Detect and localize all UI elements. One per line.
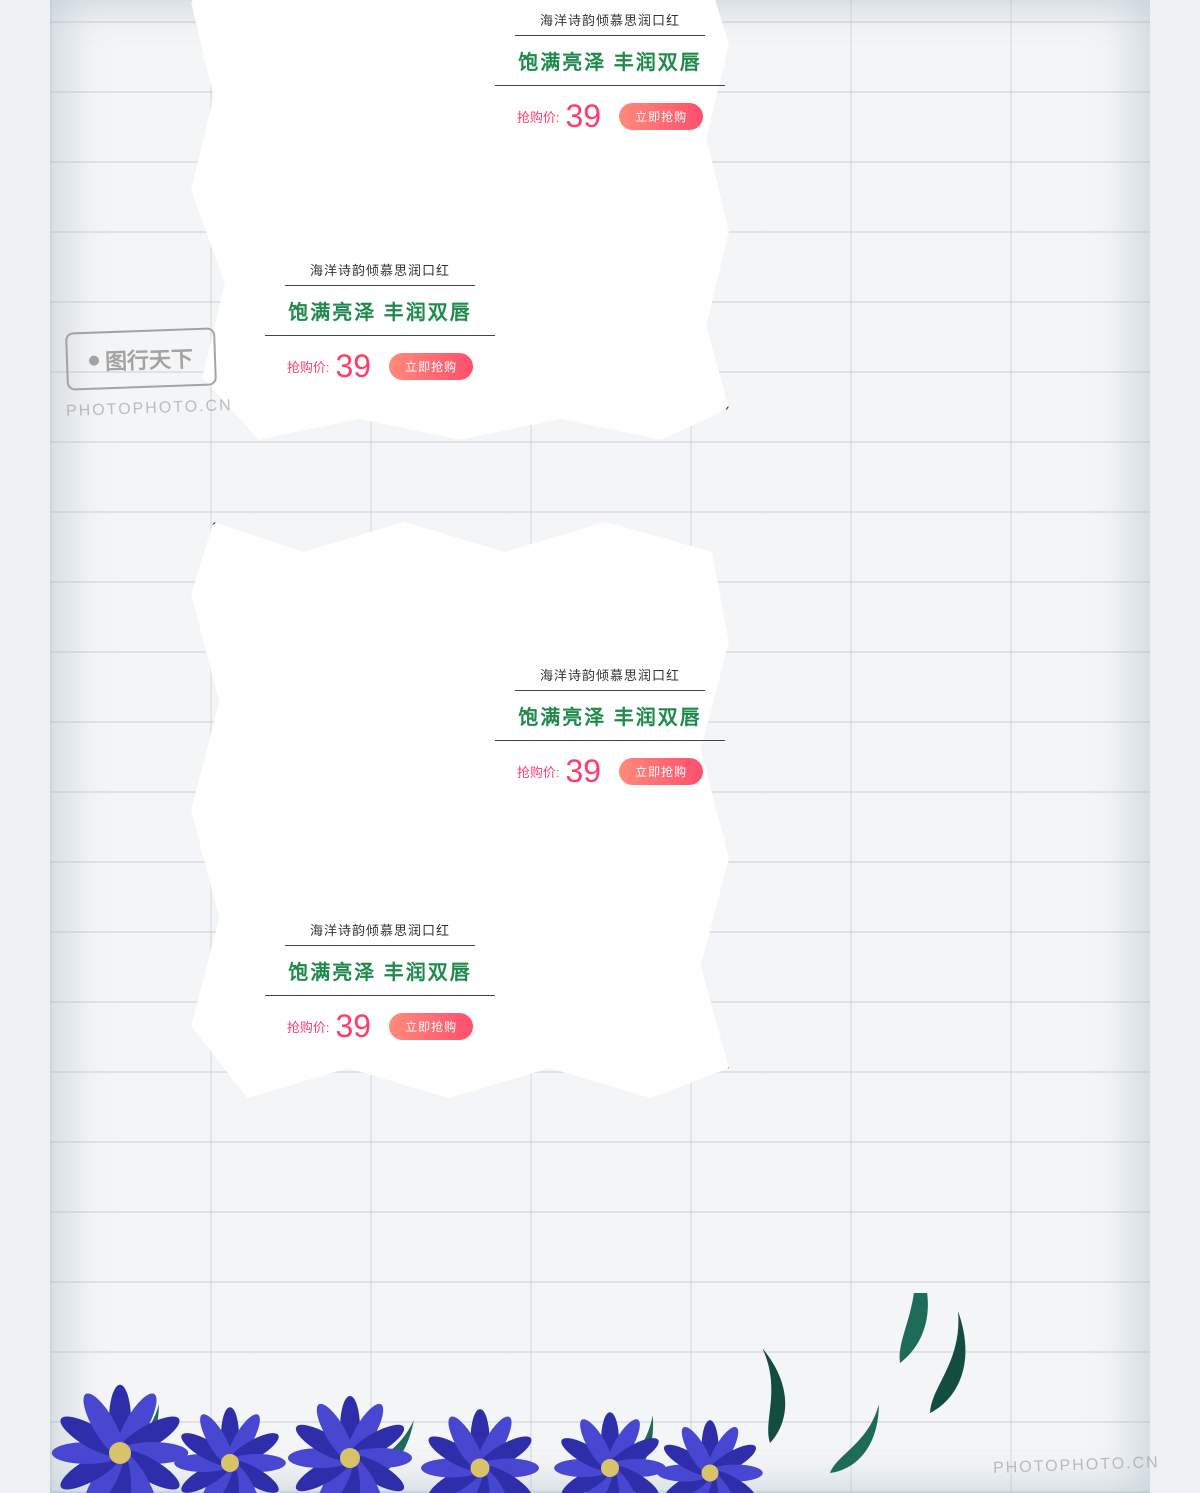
product-subtitle: 海洋诗韵倾慕思润口红 — [250, 920, 510, 939]
product-block: 海洋诗韵倾慕思润口红 饱满亮泽 丰润双唇 抢购价: 39 立即抢购 — [250, 260, 510, 382]
price-row: 抢购价: 39 立即抢购 — [480, 100, 740, 132]
product-block: 海洋诗韵倾慕思润口红 饱满亮泽 丰润双唇 抢购价: 39 立即抢购 — [480, 10, 740, 132]
product-block: 海洋诗韵倾慕思润口红 饱满亮泽 丰润双唇 抢购价: 39 立即抢购 — [250, 920, 510, 1042]
divider — [495, 85, 725, 86]
product-subtitle: 海洋诗韵倾慕思润口红 — [250, 260, 510, 279]
product-slogan: 饱满亮泽 丰润双唇 — [250, 296, 510, 325]
price-label: 抢购价: — [517, 107, 560, 126]
watermark-badge: 图行天下 — [65, 327, 217, 390]
divider — [265, 335, 495, 336]
product-slogan: 饱满亮泽 丰润双唇 — [250, 956, 510, 985]
product-subtitle: 海洋诗韵倾慕思润口红 — [480, 10, 740, 29]
divider — [265, 995, 495, 996]
price-row: 抢购价: 39 立即抢购 — [250, 1010, 510, 1042]
divider — [515, 690, 705, 691]
divider — [285, 945, 475, 946]
watermark-dot-icon — [89, 355, 99, 365]
price-row: 抢购价: 39 立即抢购 — [480, 755, 740, 787]
watermark-badge-text: 图行天下 — [104, 341, 193, 376]
price-label: 抢购价: — [287, 1017, 330, 1036]
buy-now-button[interactable]: 立即抢购 — [389, 1013, 473, 1040]
product-subtitle: 海洋诗韵倾慕思润口红 — [480, 665, 740, 684]
product-block: 海洋诗韵倾慕思润口红 饱满亮泽 丰润双唇 抢购价: 39 立即抢购 — [480, 665, 740, 787]
price-label: 抢购价: — [517, 762, 560, 781]
buy-now-button[interactable]: 立即抢购 — [619, 758, 703, 785]
price-value: 39 — [336, 350, 372, 382]
product-slogan: 饱满亮泽 丰润双唇 — [480, 701, 740, 730]
price-value: 39 — [566, 100, 602, 132]
buy-now-button[interactable]: 立即抢购 — [619, 103, 703, 130]
price-label: 抢购价: — [287, 357, 330, 376]
buy-now-button[interactable]: 立即抢购 — [389, 353, 473, 380]
product-slogan: 饱满亮泽 丰润双唇 — [480, 46, 740, 75]
price-row: 抢购价: 39 立即抢购 — [250, 350, 510, 382]
divider — [515, 35, 705, 36]
divider — [495, 740, 725, 741]
price-value: 39 — [566, 755, 602, 787]
divider — [285, 285, 475, 286]
price-value: 39 — [336, 1010, 372, 1042]
